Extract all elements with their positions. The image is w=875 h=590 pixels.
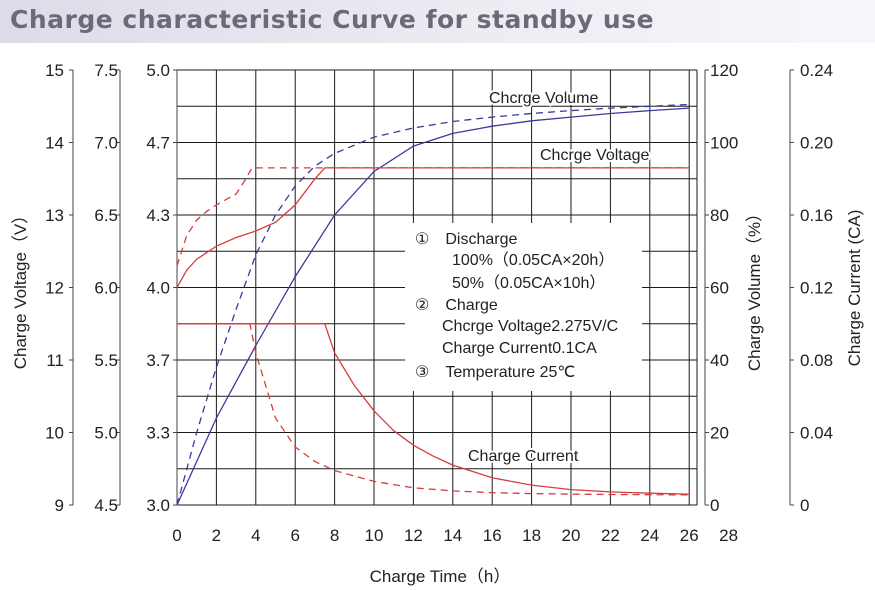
right-tick-label: 0.20 — [800, 134, 833, 153]
left-tick-label: 5.0 — [146, 61, 170, 80]
x-tick-label: 28 — [719, 526, 738, 545]
left-tick-label: 3.7 — [146, 351, 170, 370]
x-tick-label: 24 — [640, 526, 659, 545]
left-tick-label: 5.5 — [94, 351, 118, 370]
curve-label: Chcrge Volume — [489, 90, 598, 107]
left-tick-label: 15 — [45, 61, 64, 80]
x-tick-label: 14 — [443, 526, 462, 545]
left-tick-label: 4.0 — [146, 279, 170, 298]
x-tick-label: 20 — [562, 526, 581, 545]
left-tick-label: 3.3 — [146, 424, 170, 443]
left-tick-label: 4.3 — [146, 206, 170, 225]
right-tick-label: 0.24 — [800, 61, 833, 80]
x-tick-label: 22 — [601, 526, 620, 545]
right-tick-label: 0.04 — [800, 424, 833, 443]
annotation-box — [405, 223, 642, 391]
right-tick-label: 60 — [710, 279, 729, 298]
right-tick-label: 80 — [710, 206, 729, 225]
x-axis-title: Charge Time（h） — [370, 567, 511, 586]
right-tick-label: 100 — [710, 134, 738, 153]
left-tick-label: 11 — [46, 351, 64, 370]
right-tick-label: 0 — [710, 496, 719, 515]
x-tick-label: 8 — [330, 526, 339, 545]
right-tick-label: 0.12 — [800, 279, 833, 298]
x-tick-label: 4 — [251, 526, 260, 545]
annotation-line: 100%（0.05CA×20h） — [452, 251, 614, 269]
annotation-line: ③ Temperature 25℃ — [415, 364, 575, 381]
annotation-line: ② Charge — [415, 297, 498, 314]
right-tick-label: 40 — [710, 351, 729, 370]
right-tick-label: 0 — [800, 496, 809, 515]
right-tick-label: 120 — [710, 61, 738, 80]
x-tick-label: 16 — [483, 526, 502, 545]
x-tick-label: 2 — [212, 526, 221, 545]
annotation-line: 50%（0.05CA×10h） — [452, 274, 605, 292]
right-tick-label: 0.16 — [800, 206, 833, 225]
x-tick-label: 0 — [172, 526, 181, 545]
x-tick-label: 6 — [290, 526, 299, 545]
left-tick-label: 7.0 — [94, 134, 118, 153]
left-tick-label: 6.0 — [94, 279, 118, 298]
charge-voltage-50pct-line — [176, 167, 690, 266]
x-tick-label: 18 — [522, 526, 541, 545]
x-tick-label: 12 — [404, 526, 423, 545]
title-bar: Charge characteristic Curve for standby … — [0, 0, 875, 43]
left-tick-label: 13 — [45, 206, 64, 225]
right-tick-label: 20 — [710, 424, 729, 443]
left-tick-label: 12 — [45, 279, 64, 298]
annotation-line: Chcrge Voltage2.275V/C — [442, 318, 618, 335]
right-axis-title-current: Charge Current (CA) — [845, 210, 864, 367]
left-tick-label: 3.0 — [146, 496, 170, 515]
right-tick-label: 0.08 — [800, 351, 833, 370]
annotation-line: ① Discharge — [415, 231, 517, 248]
left-tick-label: 10 — [45, 424, 64, 443]
x-tick-label: 26 — [680, 526, 699, 545]
charge-current-100pct-line — [177, 323, 690, 495]
annotation-line: Charge Current0.1CA — [442, 340, 597, 357]
left-tick-label: 5.0 — [94, 424, 118, 443]
charge-current-50pct-line — [177, 323, 690, 496]
charge-voltage-100pct-line — [176, 167, 690, 288]
left-axis-title: Charge Voltage（V） — [11, 207, 30, 370]
left-tick-label: 4.7 — [146, 134, 170, 153]
page-title: Charge characteristic Curve for standby … — [10, 5, 655, 34]
left-tick-label: 14 — [45, 134, 64, 153]
charge-volume-100pct-line — [176, 107, 690, 506]
curve-label: Charge Current — [468, 448, 579, 465]
right-axis-title-volume: Charge Volume（%） — [745, 205, 764, 371]
left-tick-label: 7.5 — [94, 61, 118, 80]
left-tick-label: 9 — [55, 496, 64, 515]
charge-volume-50pct-line — [176, 103, 690, 506]
x-tick-label: 10 — [365, 526, 384, 545]
curve-label: Chcrge Voltage — [540, 147, 650, 164]
left-tick-label: 4.5 — [94, 496, 118, 515]
left-tick-label: 6.5 — [94, 206, 118, 225]
